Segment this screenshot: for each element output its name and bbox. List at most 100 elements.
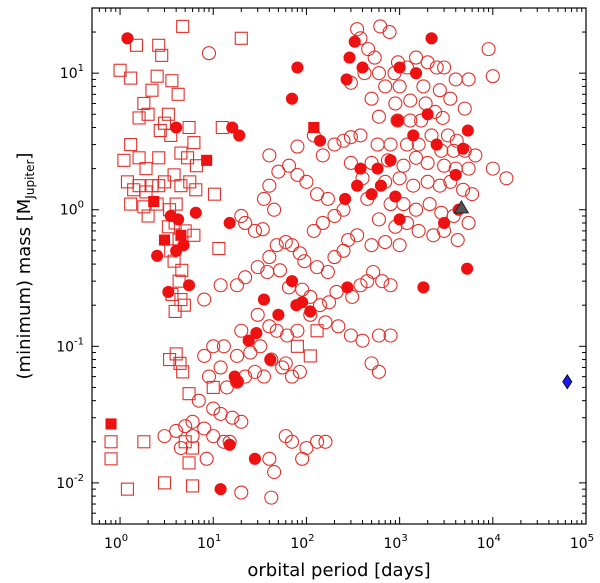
filled-circle-marker bbox=[226, 121, 239, 134]
series-open-circles bbox=[157, 19, 514, 505]
open-circle-marker bbox=[281, 158, 297, 173]
filled-square-marker bbox=[308, 121, 320, 134]
open-square-marker bbox=[132, 151, 146, 165]
open-circle-marker bbox=[243, 345, 258, 360]
open-circle-marker bbox=[375, 274, 390, 289]
open-square-marker bbox=[180, 151, 195, 165]
open-circle-marker bbox=[284, 434, 300, 449]
open-circle-marker bbox=[450, 232, 465, 248]
open-circle-marker bbox=[201, 369, 217, 384]
filled-circle-marker bbox=[223, 216, 236, 230]
open-square-marker bbox=[189, 159, 203, 173]
open-square-marker bbox=[137, 96, 151, 111]
filled-circle-marker bbox=[339, 192, 352, 205]
open-circle-marker bbox=[253, 339, 268, 354]
filled-circle-marker bbox=[250, 327, 263, 340]
open-circle-marker bbox=[371, 66, 386, 81]
open-square-marker bbox=[145, 179, 159, 193]
open-circle-marker bbox=[191, 393, 206, 408]
open-circle-marker bbox=[367, 50, 382, 65]
open-circle-marker bbox=[318, 315, 333, 330]
y-tick-label: 101 bbox=[60, 63, 84, 82]
open-circle-marker bbox=[267, 465, 282, 480]
open-square-marker bbox=[129, 38, 144, 52]
open-circle-marker bbox=[422, 197, 437, 212]
open-circle-marker bbox=[216, 339, 231, 354]
open-circle-marker bbox=[269, 323, 284, 338]
open-circle-marker bbox=[229, 278, 245, 293]
open-square-marker bbox=[104, 435, 118, 449]
open-square-marker bbox=[176, 365, 190, 379]
open-circle-marker bbox=[169, 423, 184, 439]
open-square-marker bbox=[186, 479, 200, 493]
open-square-marker bbox=[161, 220, 175, 234]
filled-circle-marker bbox=[457, 142, 470, 155]
open-circle-marker bbox=[355, 333, 370, 348]
open-circle-marker bbox=[370, 137, 385, 152]
open-circle-marker bbox=[392, 238, 407, 253]
filled-circle-marker bbox=[365, 188, 378, 201]
open-circle-marker bbox=[403, 93, 418, 108]
open-square-marker bbox=[303, 349, 317, 363]
open-circle-marker bbox=[364, 91, 379, 106]
open-circle-marker bbox=[468, 148, 483, 163]
filled-circle-marker bbox=[285, 275, 299, 288]
open-square-marker bbox=[137, 200, 151, 214]
y-axis-label-unit: [M bbox=[14, 199, 35, 222]
open-square-marker bbox=[113, 63, 127, 77]
open-circle-marker bbox=[206, 401, 221, 416]
open-circle-marker bbox=[247, 223, 262, 238]
open-circle-marker bbox=[336, 133, 351, 148]
open-square-marker bbox=[124, 138, 138, 152]
y-tick-label: 100 bbox=[60, 200, 84, 219]
open-circle-marker bbox=[292, 364, 307, 379]
open-square-marker bbox=[310, 324, 324, 338]
open-circle-marker bbox=[234, 323, 249, 338]
open-circle-marker bbox=[331, 319, 346, 334]
open-circle-marker bbox=[322, 295, 337, 310]
open-circle-marker bbox=[366, 264, 381, 280]
x-tick-label: 103 bbox=[384, 533, 408, 552]
open-circle-marker bbox=[312, 298, 328, 313]
series-filled-circles bbox=[121, 32, 474, 496]
series-triangle bbox=[453, 199, 470, 214]
open-circle-marker bbox=[461, 161, 476, 176]
open-circle-marker bbox=[238, 270, 253, 285]
series-diamond bbox=[562, 374, 573, 390]
open-circle-marker bbox=[383, 278, 398, 293]
filled-circle-marker bbox=[354, 162, 367, 175]
open-circle-marker bbox=[406, 178, 421, 193]
filled-circle-marker bbox=[182, 279, 196, 292]
open-square-marker bbox=[290, 339, 304, 353]
open-square-marker bbox=[155, 48, 169, 62]
open-circle-marker bbox=[414, 113, 429, 128]
open-square-marker bbox=[152, 151, 166, 165]
open-circle-marker bbox=[234, 414, 249, 429]
open-circle-marker bbox=[306, 223, 321, 238]
open-square-marker bbox=[212, 241, 226, 256]
open-circle-marker bbox=[225, 410, 240, 425]
filled-circle-marker bbox=[348, 35, 361, 48]
open-square-marker bbox=[141, 209, 155, 223]
open-circle-marker bbox=[432, 83, 447, 98]
open-square-marker bbox=[187, 228, 201, 242]
open-circle-marker bbox=[499, 171, 514, 186]
filled-circle-marker bbox=[389, 190, 402, 203]
open-square-marker bbox=[169, 197, 183, 211]
open-square-marker bbox=[152, 38, 166, 52]
filled-circle-marker bbox=[177, 239, 190, 252]
open-square-marker bbox=[173, 356, 187, 370]
filled-circle-marker bbox=[409, 67, 423, 80]
filled-circle-marker bbox=[340, 73, 353, 86]
open-circle-marker bbox=[255, 222, 270, 237]
open-circle-marker bbox=[275, 360, 290, 375]
filled-circle-marker bbox=[257, 293, 270, 306]
open-square-marker bbox=[174, 146, 188, 160]
open-circle-marker bbox=[432, 178, 447, 193]
open-circle-marker bbox=[364, 238, 379, 253]
filled-circle-marker bbox=[285, 92, 299, 105]
open-circle-marker bbox=[327, 208, 342, 224]
open-square-marker bbox=[161, 107, 175, 121]
open-square-marker bbox=[189, 183, 203, 197]
open-circle-marker bbox=[264, 490, 279, 505]
